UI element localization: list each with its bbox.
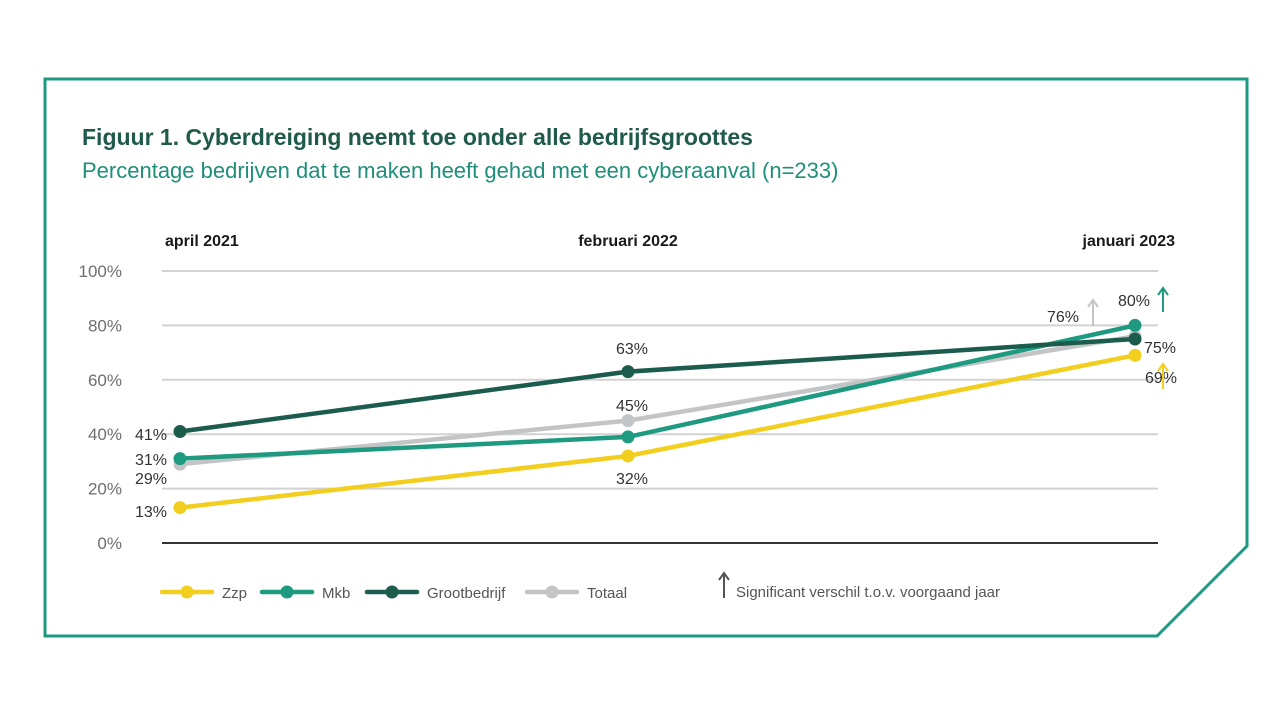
series-line-mkb [177,323,1138,461]
up-arrow-icon [1087,298,1099,326]
legend-label: Grootbedrijf [427,585,506,602]
data-point-grootbedrijf [621,365,635,379]
chart-title: Figuur 1. Cyberdreiging neemt toe onder … [82,124,753,150]
data-point-totaal [621,414,635,428]
data-point-mkb [1128,318,1142,332]
data-label-zzp: 32% [616,471,648,488]
data-label-mkb: 80% [1118,293,1150,310]
series-points [173,318,1142,515]
legend-item-totaal: Totaal [524,585,627,602]
data-point-mkb [173,452,187,466]
legend-swatch-dot [280,585,294,599]
data-point-grootbedrijf [173,424,187,438]
legend-note: Significant verschil t.o.v. voorgaand ja… [718,571,1000,601]
period-labels: april 2021 februari 2022 januari 2023 [165,233,1175,250]
y-tick-label: 80% [88,316,122,335]
legend-item-mkb: Mkb [259,585,350,602]
legend-swatch-dot [545,585,559,599]
arrow-head [1157,362,1169,372]
data-label-totaal: 29% [135,471,167,488]
legend-label: Mkb [322,585,350,602]
period-label: april 2021 [165,233,239,250]
significance-arrows [1087,286,1169,389]
up-arrow-icon [718,571,730,598]
up-arrow-icon [1157,286,1169,312]
legend-note-text: Significant verschil t.o.v. voorgaand ja… [736,584,1000,601]
chart-frame [43,77,1249,638]
y-axis-ticks: 0% 20% 40% 60% 80% 100% [79,262,122,553]
legend-item-grootbedrijf: Grootbedrijf [364,585,506,602]
data-point-zzp [173,501,187,515]
data-label-grootbedrijf: 63% [616,341,648,358]
legend: Zzp Mkb Grootbedrijf Totaal [159,585,627,602]
series-lines [177,323,1138,510]
y-tick-label: 0% [97,534,122,553]
arrow-head [1157,286,1169,296]
data-label-totaal: 76% [1047,309,1079,326]
data-label-grootbedrijf: 75% [1144,340,1176,357]
legend-label: Zzp [222,585,247,602]
up-arrow-icon [1157,362,1169,389]
legend-swatch-dot [180,585,194,599]
data-label-zzp: 69% [1145,370,1177,387]
data-point-zzp [621,449,635,463]
y-tick-label: 60% [88,371,122,390]
y-tick-label: 100% [79,262,122,281]
period-label: januari 2023 [1082,233,1176,250]
data-labels: 13% 32% 69% 29% 45% 76% 31% 80% 41% 63% 75% [135,293,1177,521]
legend-label: Totaal [587,585,627,602]
period-label: februari 2022 [578,233,678,250]
data-point-zzp [1128,348,1142,362]
y-tick-label: 40% [88,425,122,444]
data-label-grootbedrijf: 41% [135,427,167,444]
data-label-zzp: 13% [135,504,167,521]
legend-swatch-dot [385,585,399,599]
data-label-totaal: 45% [616,398,648,415]
data-label-mkb: 31% [135,452,167,469]
data-point-mkb [621,430,635,444]
data-point-grootbedrijf [1128,332,1142,346]
chart-subtitle: Percentage bedrijven dat te maken heeft … [82,158,838,183]
legend-item-zzp: Zzp [159,585,247,602]
arrow-head [1087,298,1099,308]
y-tick-label: 20% [88,480,122,499]
